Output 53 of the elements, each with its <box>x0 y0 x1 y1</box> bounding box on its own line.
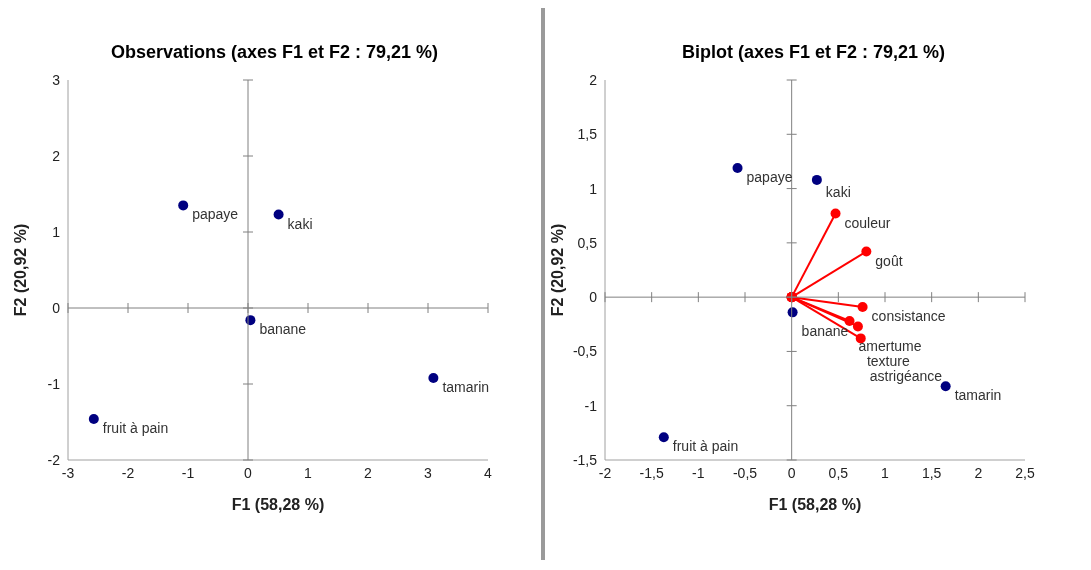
annotation: banane <box>801 322 849 339</box>
x-tick-label: 0 <box>787 464 796 481</box>
annotation: banane <box>259 321 307 338</box>
y-tick-label: 1,5 <box>577 126 598 143</box>
chart-title: Observations (axes F1 et F2 : 79,21 %) <box>109 41 440 64</box>
x-tick-label: 2 <box>974 464 983 481</box>
y-tick-label: 2 <box>589 71 598 88</box>
chart-title: Biplot (axes F1 et F2 : 79,21 %) <box>680 41 947 64</box>
x-tick-label: -1,5 <box>639 464 664 481</box>
y-tick-label: -1 <box>584 397 598 414</box>
x-tick-label: 1 <box>304 464 313 481</box>
x-tick-label: -1 <box>181 464 195 481</box>
annotation: kaki <box>825 183 851 200</box>
annotation: couleur <box>844 214 891 231</box>
y-tick-label: 1 <box>589 180 598 197</box>
annotation: fruit à pain <box>102 419 169 436</box>
x-tick-label: 1 <box>881 464 890 481</box>
annotation: texture <box>866 352 910 369</box>
annotation: goût <box>875 252 903 269</box>
y-tick-label: -1 <box>47 375 61 392</box>
x-tick-label: 3 <box>424 464 433 481</box>
y-axis-title: F2 (20,92 %) <box>11 223 29 317</box>
x-axis-title: F1 (58,28 %) <box>768 496 862 513</box>
y-tick-label: 0 <box>52 299 61 316</box>
y-tick-label: 3 <box>52 71 61 88</box>
annotation: consistance <box>871 307 946 324</box>
x-tick-label: 2 <box>364 464 373 481</box>
x-tick-label: 4 <box>484 464 493 481</box>
x-tick-label: -0,5 <box>732 464 758 481</box>
annotation: kaki <box>287 215 313 232</box>
annotation: papaye <box>746 168 793 185</box>
y-axis-title: F2 (20,92 %) <box>548 223 566 317</box>
x-tick-label: 0 <box>244 464 253 481</box>
annotation: amertume <box>858 337 922 354</box>
annotation: tamarin <box>954 387 1002 404</box>
y-tick-label: 0 <box>589 289 598 306</box>
y-tick-label: -1,5 <box>572 451 598 468</box>
y-tick-label: -2 <box>47 451 61 468</box>
annotation: fruit à pain <box>672 438 739 455</box>
x-axis-title: F1 (58,28 %) <box>231 496 325 513</box>
y-tick-label: -0,5 <box>572 343 598 360</box>
y-tick-label: 1 <box>52 223 61 240</box>
y-tick-label: 2 <box>52 147 61 164</box>
annotation: tamarin <box>442 378 490 395</box>
x-tick-label: -1 <box>692 464 705 481</box>
x-tick-label: -2 <box>121 464 135 481</box>
y-tick-label: 0,5 <box>577 234 598 251</box>
annotation: papaye <box>192 206 239 223</box>
x-tick-label: -3 <box>61 464 75 481</box>
annotation: astrigéance <box>869 367 943 384</box>
x-tick-label: 1,5 <box>921 464 942 481</box>
x-tick-label: 2,5 <box>1015 464 1035 481</box>
x-tick-label: 0,5 <box>828 464 849 481</box>
